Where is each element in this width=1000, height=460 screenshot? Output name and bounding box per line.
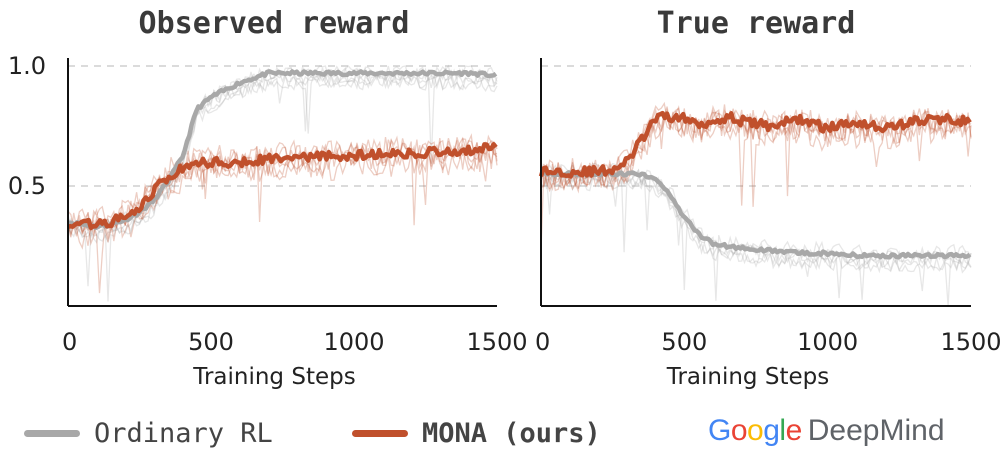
chart-title-observed: Observed reward — [138, 6, 410, 41]
deepmind-wordmark: DeepMind — [807, 414, 945, 447]
legend-item-mona: MONA (ours) — [352, 418, 601, 449]
x-tick-label: 1000 — [797, 328, 858, 356]
mona-run-line — [67, 133, 498, 234]
google-wordmark: Google — [708, 414, 802, 447]
ordinary-rl-run-line — [540, 172, 972, 292]
x-tick-label: 0 — [535, 328, 550, 356]
legend-item-ordinary-rl: Ordinary RL — [24, 418, 273, 449]
ordinary-rl-run-line — [540, 175, 972, 274]
x-tick-label: 1000 — [323, 328, 384, 356]
ordinary-rl-run-line — [67, 73, 498, 244]
legend-swatch-ordinary-rl — [24, 430, 80, 437]
mona-mean-line — [538, 110, 972, 179]
legend-swatch-mona — [352, 430, 408, 437]
y-tick-label: 0.5 — [8, 172, 46, 200]
legend-label-mona: MONA (ours) — [422, 418, 601, 449]
mona-run-line — [67, 137, 498, 238]
x-tick-label: 500 — [188, 328, 234, 356]
mona-run-line — [540, 114, 972, 251]
y-tick-label: 1.0 — [8, 52, 46, 80]
legend-label-ordinary-rl: Ordinary RL — [94, 418, 273, 449]
chart-title-true: True reward — [656, 6, 856, 41]
x-axis-label: Training Steps — [192, 364, 355, 390]
mona-mean-line — [67, 142, 498, 231]
plot-panel-0: 0 500 1000 1500 0.5 1.0 Training Steps — [8, 52, 528, 390]
x-tick-label: 500 — [661, 328, 707, 356]
x-axis-label: Training Steps — [666, 364, 829, 390]
plot-panel-1: 0 500 1000 1500 Training Steps — [535, 58, 1000, 390]
ordinary-rl-run-line — [67, 73, 498, 287]
ordinary-rl-run-line — [540, 168, 972, 307]
ordinary-rl-run-line — [67, 70, 498, 302]
google-deepmind-logo: Google DeepMind — [708, 414, 945, 448]
mona-run-line — [67, 141, 498, 246]
x-tick-label: 1500 — [466, 328, 527, 356]
ordinary-rl-run-line — [540, 167, 972, 300]
x-tick-label: 0 — [62, 328, 77, 356]
x-tick-label: 1500 — [940, 328, 1000, 356]
